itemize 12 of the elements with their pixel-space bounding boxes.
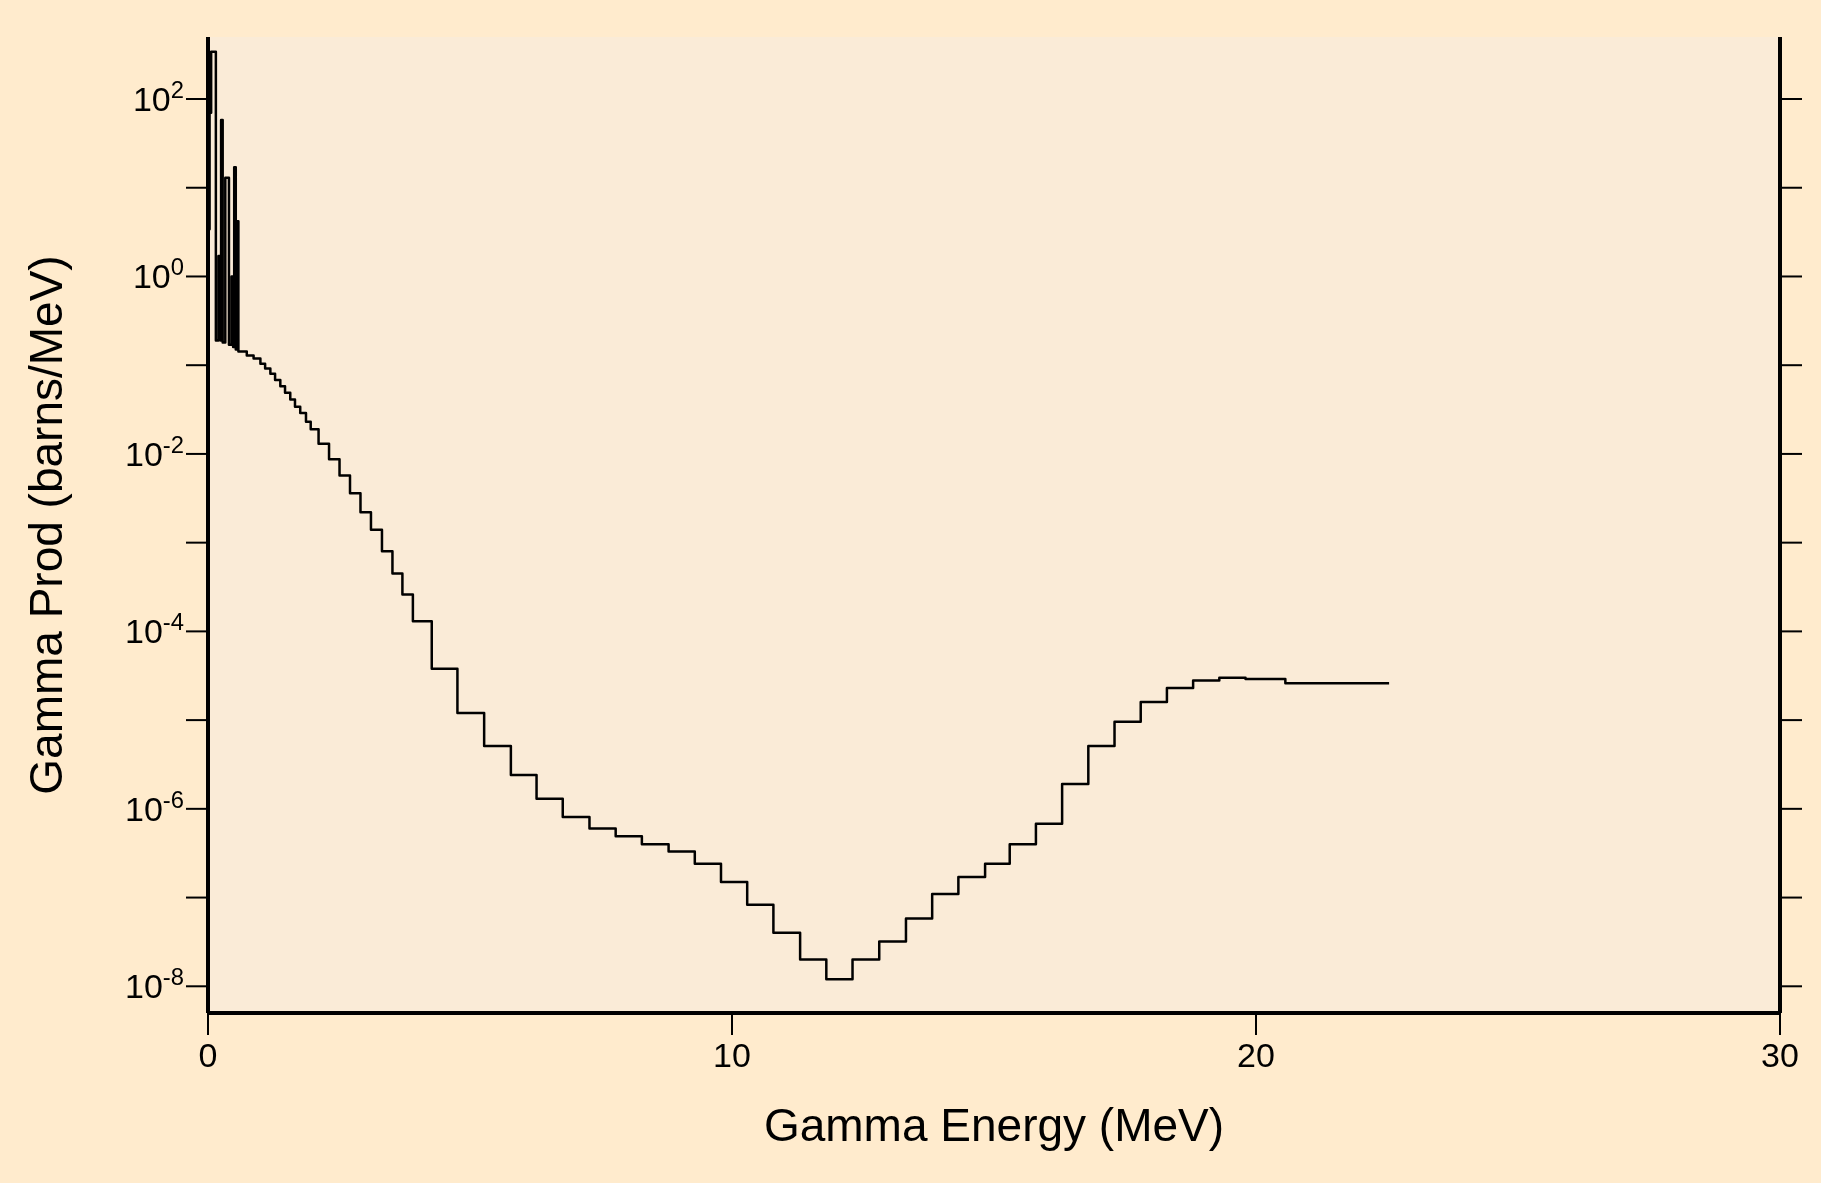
y-tick-label: 10$^{2}$ [132, 75, 184, 119]
y-tick-label: 10$^{-8}$ [125, 962, 184, 1006]
x-tick-label: 0 [198, 1036, 218, 1074]
x-tick-label: 30 [1761, 1036, 1799, 1074]
y-tick-label: 10$^{-4}$ [125, 607, 184, 651]
y-tick-label: 10$^{0}$ [132, 252, 184, 296]
y-tick-label: 10$^{-2}$ [125, 430, 184, 473]
x-axis-title: Gamma Energy (MeV) [763, 1099, 1225, 1151]
y-axis-title: Gamma Prod (barns/MeV) [20, 255, 72, 795]
y-tick-label: 10$^{-6}$ [125, 785, 184, 828]
x-tick-label: 10 [713, 1036, 751, 1074]
x-tick-label: 20 [1237, 1036, 1275, 1074]
